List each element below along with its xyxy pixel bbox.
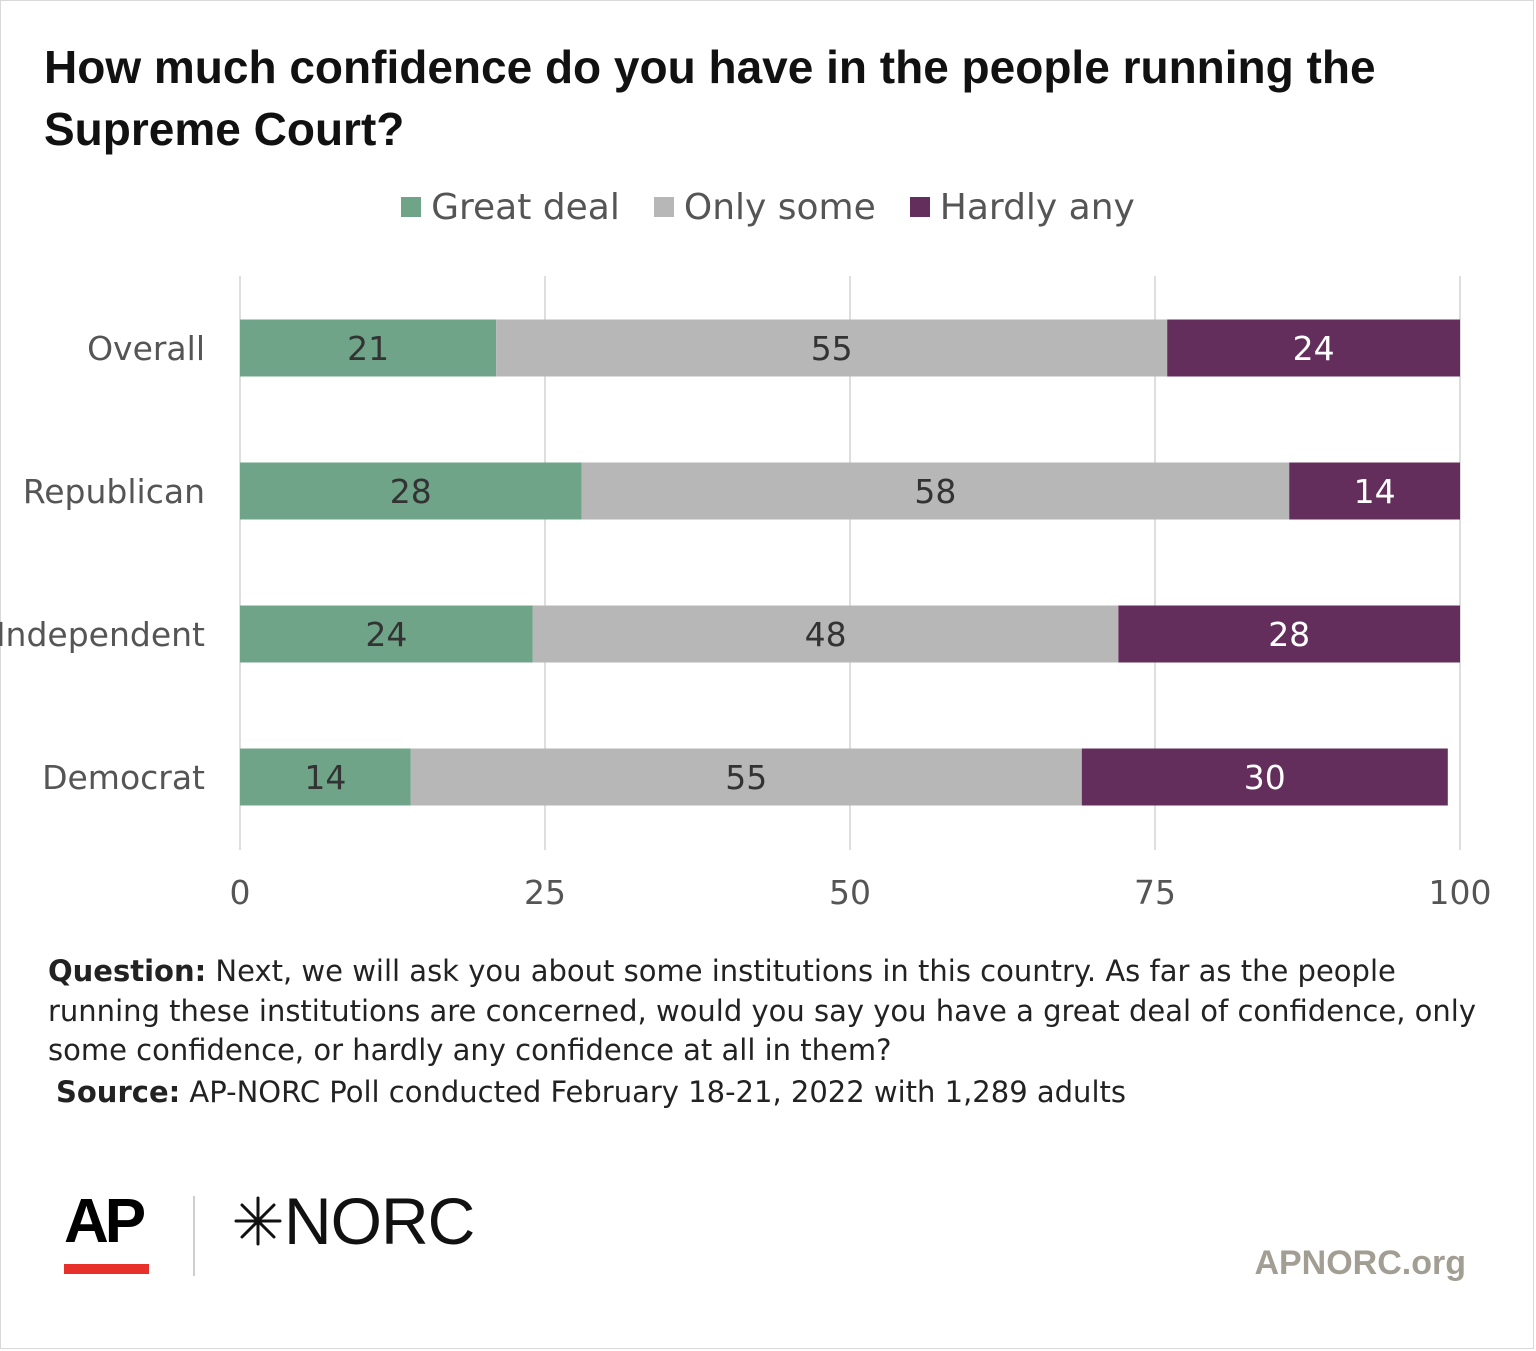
data-label-overall-hardly-any: 24 <box>1293 329 1335 368</box>
bar-republican-hardly-any <box>1289 462 1460 520</box>
stacked-bar-chart: 21 55 24 28 58 14 24 48 28 14 55 30 Overall Republic… <box>0 276 1492 912</box>
logo-divider <box>193 1196 195 1276</box>
source-label: Source: <box>56 1075 181 1109</box>
data-label-republican-hardly-any: 14 <box>1354 472 1396 511</box>
legend: Great deal Only some Hardly any <box>0 182 1536 232</box>
norc-logo: NORC <box>232 1184 475 1258</box>
legend-label-great-deal: Great deal <box>431 186 620 228</box>
legend-item-only-some: Only some <box>653 186 876 228</box>
category-label-democrat: Democrat <box>42 758 205 797</box>
x-axis-tick-labels: 0 25 50 75 100 <box>230 873 1492 912</box>
question-label: Question: <box>48 954 207 988</box>
ap-logo-text: AP <box>64 1187 146 1256</box>
data-label-overall-only-some: 55 <box>811 329 853 368</box>
bar-independent-hardly-any <box>1118 605 1460 663</box>
bar-republican-great-deal <box>240 462 582 520</box>
x-tick-label-0: 0 <box>230 873 251 912</box>
chart-title: How much confidence do you have in the p… <box>44 41 1376 155</box>
bar-independent-great-deal <box>240 605 533 663</box>
bar-overall-only-some <box>496 319 1168 377</box>
ap-logo: AP <box>64 1190 154 1280</box>
x-tick-label-25: 25 <box>524 873 566 912</box>
data-label-democrat-great-deal: 14 <box>304 758 346 797</box>
legend-item-great-deal: Great deal <box>401 187 620 228</box>
data-label-republican-great-deal: 28 <box>390 472 432 511</box>
category-label-overall: Overall <box>87 329 205 368</box>
bars: 21 55 24 28 58 14 24 48 28 14 55 30 <box>240 319 1460 806</box>
bar-overall-great-deal <box>240 319 497 377</box>
bar-republican-only-some <box>581 462 1290 520</box>
x-tick-label-50: 50 <box>829 873 871 912</box>
legend-swatch-great-deal <box>401 197 422 217</box>
source-text: AP-NORC Poll conducted February 18-21, 2… <box>180 1075 1126 1109</box>
source-note: Source: AP-NORC Poll conducted February … <box>56 1073 1496 1112</box>
data-label-overall-great-deal: 21 <box>347 329 389 368</box>
legend-label-only-some: Only some <box>683 186 876 228</box>
ap-logo-underline <box>64 1264 149 1274</box>
bar-democrat-only-some <box>410 748 1082 806</box>
data-label-democrat-hardly-any: 30 <box>1244 758 1286 797</box>
question-text: Next, we will ask you about some institu… <box>48 954 1476 1067</box>
data-label-independent-great-deal: 24 <box>365 615 407 654</box>
legend-swatch-hardly-any <box>909 197 930 217</box>
data-label-republican-only-some: 58 <box>914 472 956 511</box>
norc-logo-text: NORC <box>284 1184 475 1258</box>
data-label-independent-hardly-any: 28 <box>1268 615 1310 654</box>
legend-item-hardly-any: Hardly any <box>909 186 1135 228</box>
bar-overall-hardly-any <box>1167 319 1460 377</box>
category-label-independent: Independent <box>0 615 205 654</box>
bar-independent-only-some <box>532 605 1119 663</box>
data-label-democrat-only-some: 55 <box>725 758 767 797</box>
category-labels: Overall Republican Independent Democrat <box>0 329 205 797</box>
bar-democrat-great-deal <box>240 748 411 806</box>
category-label-republican: Republican <box>23 472 205 511</box>
bar-democrat-hardly-any <box>1081 748 1448 806</box>
legend-label-hardly-any: Hardly any <box>939 186 1135 228</box>
website-link[interactable]: APNORC.org <box>1254 1244 1466 1282</box>
legend-swatch-only-some <box>653 197 674 217</box>
x-tick-label-75: 75 <box>1134 873 1176 912</box>
x-tick-label-100: 100 <box>1429 873 1492 912</box>
data-label-independent-only-some: 48 <box>805 615 847 654</box>
norc-star-icon <box>234 1196 282 1246</box>
question-note: Question: Next, we will ask you about so… <box>48 952 1488 1071</box>
